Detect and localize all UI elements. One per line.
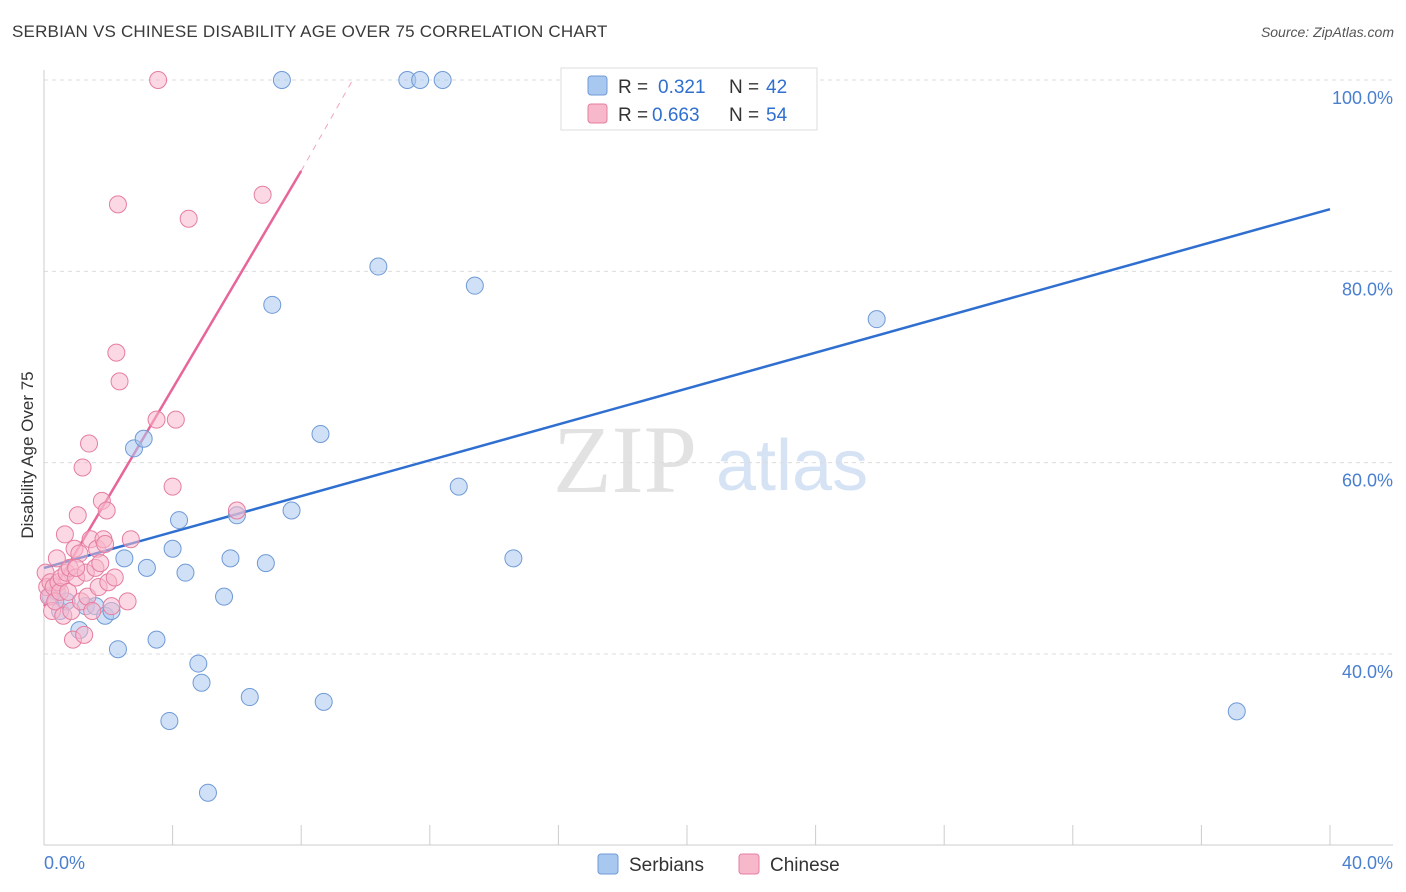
chinese-point-42 xyxy=(108,195,127,214)
serbian-point-14 xyxy=(147,630,166,649)
legend-swatch-chinese xyxy=(587,103,608,124)
chinese-point-40 xyxy=(105,568,124,587)
serbian-point-9 xyxy=(108,640,127,659)
serbian-point-27 xyxy=(263,295,282,314)
serbian-point-36 xyxy=(449,477,468,496)
watermark-zip: ZIP xyxy=(553,406,697,513)
serbian-point-22 xyxy=(215,587,234,606)
chinese-point-37 xyxy=(97,501,116,520)
legend-r-value-serbians: 0.321 xyxy=(658,77,706,98)
chinese-point-50 xyxy=(227,501,246,520)
legend-r-label-serbians: R = xyxy=(618,77,648,98)
legend-n-value-serbians: 42 xyxy=(766,77,787,98)
bottom-legend-label-chinese: Chinese xyxy=(770,855,840,876)
chart-title: SERBIAN VS CHINESE DISABILITY AGE OVER 7… xyxy=(12,22,608,41)
trend-lines xyxy=(42,79,1331,607)
chinese-point-12 xyxy=(55,525,74,544)
chinese-point-23 xyxy=(73,458,92,477)
chinese-point-43 xyxy=(110,372,129,391)
bottom-legend-swatch-serbians xyxy=(597,853,619,875)
y-tick-label-1: 60.0% xyxy=(1342,471,1393,491)
chinese-point-46 xyxy=(149,71,168,89)
serbian-point-17 xyxy=(170,511,189,530)
y-axis-label: Disability Age Over 75 xyxy=(18,371,37,538)
serbian-point-16 xyxy=(163,539,182,558)
serbian-point-19 xyxy=(189,654,208,673)
chinese-point-39 xyxy=(102,597,121,616)
watermark: ZIP atlas xyxy=(553,406,868,513)
serbian-point-12 xyxy=(134,429,153,448)
chinese-point-24 xyxy=(75,625,94,644)
legend-swatch-serbians xyxy=(587,75,608,96)
watermark-atlas: atlas xyxy=(716,426,868,506)
serbian-point-20 xyxy=(192,673,211,692)
legend-n-value-chinese: 54 xyxy=(766,105,788,126)
data-points xyxy=(36,71,1246,802)
grid-lines xyxy=(44,79,1393,655)
chinese-point-49 xyxy=(179,209,198,228)
serbian-point-13 xyxy=(137,558,156,577)
serbian-point-32 xyxy=(369,257,388,276)
x-tick-label-min: 0.0% xyxy=(44,853,85,873)
chinese-point-33 xyxy=(91,554,110,573)
serbian-point-23 xyxy=(221,549,240,568)
serbian-point-35 xyxy=(433,71,452,89)
chinese-point-36 xyxy=(96,534,115,553)
chinese-point-29 xyxy=(83,601,102,620)
chinese-point-7 xyxy=(47,549,66,568)
legend: R = 0.321 N = 42 R = 0.663 N = 54 xyxy=(560,67,818,131)
legend-n-label-serbians: N = xyxy=(729,77,759,98)
bottom-legend-swatch-chinese xyxy=(738,853,760,875)
serbian-point-26 xyxy=(256,554,275,573)
serbian-point-10 xyxy=(115,549,134,568)
x-tick-label-max: 40.0% xyxy=(1342,853,1393,873)
chinese-point-20 xyxy=(68,506,87,525)
chinese-point-27 xyxy=(80,434,99,453)
serbian-point-30 xyxy=(311,424,330,443)
serbian-point-31 xyxy=(314,692,333,711)
y-tick-labels: 40.0% 60.0% 80.0% 100.0% xyxy=(1332,88,1393,682)
axes xyxy=(43,70,1393,846)
serbian-point-28 xyxy=(272,71,291,89)
serbian-point-25 xyxy=(240,688,259,707)
bottom-legend: Serbians Chinese xyxy=(597,853,840,876)
chinese-trend-extension xyxy=(300,79,354,172)
chinese-point-52 xyxy=(121,530,140,549)
chinese-point-51 xyxy=(253,185,272,204)
chinese-point-45 xyxy=(147,410,166,429)
chinese-point-14 xyxy=(59,582,78,601)
serbian-point-41 xyxy=(1227,702,1246,721)
serbian-point-15 xyxy=(160,711,179,730)
chinese-point-44 xyxy=(118,592,137,611)
bottom-legend-label-serbians: Serbians xyxy=(629,855,704,876)
serbian-trend-line xyxy=(43,207,1331,570)
serbian-point-37 xyxy=(465,276,484,295)
y-tick-label-0: 40.0% xyxy=(1342,662,1393,682)
chinese-point-48 xyxy=(166,410,185,429)
y-tick-label-2: 80.0% xyxy=(1342,279,1393,299)
serbian-point-38 xyxy=(504,549,523,568)
legend-r-value-chinese: 0.663 xyxy=(652,105,700,126)
chart-source: Source: ZipAtlas.com xyxy=(1260,24,1394,40)
serbian-point-18 xyxy=(176,563,195,582)
serbian-point-21 xyxy=(198,783,217,802)
legend-r-label-chinese: R = xyxy=(618,105,648,126)
y-tick-label-3: 100.0% xyxy=(1332,88,1393,108)
serbian-point-40 xyxy=(867,310,886,329)
chinese-point-41 xyxy=(107,343,126,362)
serbian-point-34 xyxy=(411,71,430,89)
chinese-point-53 xyxy=(67,558,86,577)
legend-n-label-chinese: N = xyxy=(729,105,759,126)
chinese-point-47 xyxy=(163,477,182,496)
serbian-point-29 xyxy=(282,501,301,520)
